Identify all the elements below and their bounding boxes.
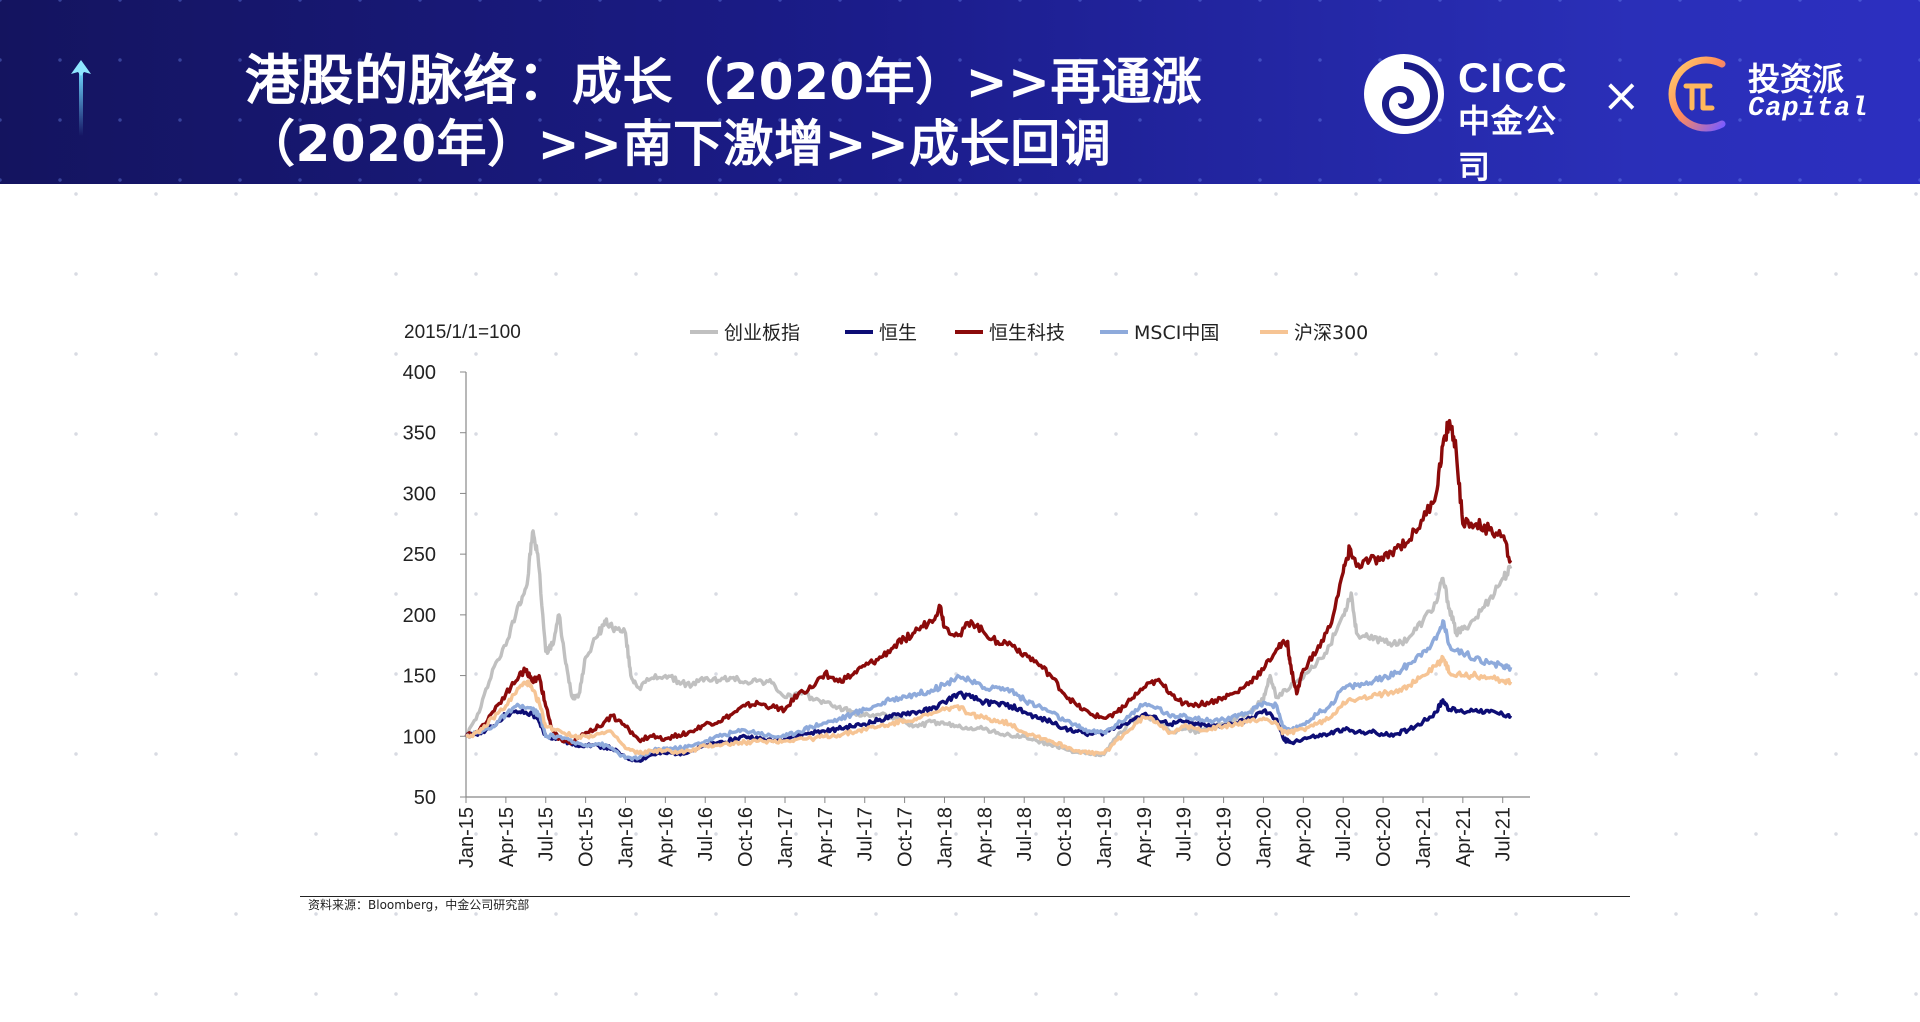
cicc-logo: CICC 中金公司	[1362, 52, 1586, 184]
title-line1: 成长（2020年）>>再通涨	[572, 53, 1202, 111]
x-tick-label: Apr-17	[815, 807, 837, 867]
tzp-name-en: Capital	[1748, 94, 1869, 124]
series-line-3	[465, 619, 1513, 762]
page-header: 港股的脉络：成长（2020年）>>再通涨 （2020年）>>南下激增>>成长回调…	[0, 0, 1920, 184]
y-tick-label: 150	[403, 666, 436, 688]
x-tick-label: Apr-21	[1453, 807, 1475, 867]
legend-label: 恒生科技	[989, 322, 1065, 344]
y-tick-label: 100	[403, 726, 436, 748]
x-tick-label: Oct-20	[1373, 807, 1395, 867]
series-line-0	[465, 529, 1513, 758]
x-tick-label: Apr-16	[655, 807, 677, 867]
cicc-name-en: CICC	[1458, 54, 1569, 101]
x-tick-label: Jan-18	[934, 807, 956, 868]
x-tick-label: Jan-17	[775, 807, 797, 868]
x-tick-label: Apr-18	[974, 807, 996, 867]
header-dot-pattern	[0, 0, 1920, 184]
y-tick-label: 250	[403, 544, 436, 566]
x-tick-label: Apr-15	[496, 807, 518, 867]
tzp-logo: 投资派 Capital	[1660, 50, 1867, 138]
x-tick-label: Apr-20	[1293, 807, 1315, 867]
x-tick-label: Jan-16	[615, 807, 637, 868]
x-tick-label: Oct-19	[1214, 807, 1236, 867]
source-divider	[300, 896, 1630, 897]
legend-label: MSCI中国	[1134, 322, 1219, 344]
chart-axes: 50 100 150 200 250 300 350 400 Jan-15 Apr-15 Jul-1…	[403, 322, 1530, 868]
x-tick-label: Jul-15	[536, 807, 558, 861]
base-label: 2015/1/1=100	[404, 322, 521, 343]
source-note: 资料来源：Bloomberg，中金公司研究部	[308, 898, 530, 912]
x-tick-label: Oct-17	[895, 807, 917, 867]
x-tick-label: Jan-20	[1253, 807, 1275, 868]
chart-legend: 创业板指 恒生 恒生科技 MSCI中国 沪深300	[690, 322, 1368, 344]
series-line-2	[464, 418, 1513, 746]
x-tick-label: Jul-19	[1174, 807, 1196, 861]
x-tick-label: Jul-21	[1493, 807, 1515, 861]
y-tick-label: 300	[403, 483, 436, 505]
x-tick-label: Oct-18	[1054, 807, 1076, 867]
page-title: 港股的脉络：成长（2020年）>>再通涨 （2020年）>>南下激增>>成长回调	[245, 50, 1205, 175]
x-tick-label: Jul-16	[695, 807, 717, 861]
cicc-name-cn: 中金公司	[1458, 102, 1558, 184]
tzp-name-cn: 投资派	[1748, 60, 1845, 98]
arrow-up-icon	[71, 60, 91, 136]
x-tick-label: Jul-18	[1014, 807, 1036, 861]
x-tick-label: Oct-16	[735, 807, 757, 867]
legend-label: 恒生	[879, 322, 917, 344]
x-tick-label: Apr-19	[1134, 807, 1156, 867]
y-tick-label: 350	[403, 423, 436, 445]
x-tick-label: Jan-21	[1413, 807, 1435, 868]
background-dot-pattern	[0, 184, 1920, 1022]
legend-label: 沪深300	[1294, 322, 1368, 344]
cicc-logo-icon	[1364, 54, 1444, 134]
y-tick-label: 200	[403, 605, 436, 627]
x-tick-label: Jul-20	[1333, 807, 1355, 861]
x-tick-label: Jul-17	[855, 807, 877, 861]
y-tick-label: 50	[414, 787, 436, 809]
title-prefix: 港股的脉络：	[245, 49, 572, 112]
x-tick-label: Oct-15	[576, 807, 598, 867]
tzp-logo-icon	[1668, 56, 1726, 132]
title-line2: （2020年）>>南下激增>>成长回调	[245, 115, 1112, 173]
times-icon: ×	[1602, 68, 1641, 122]
x-tick-label: Jan-15	[456, 807, 478, 868]
series-line-4	[465, 654, 1513, 757]
x-tick-label: Jan-19	[1094, 807, 1116, 868]
legend-label: 创业板指	[724, 322, 800, 344]
chart-series	[464, 418, 1513, 763]
line-chart: 50 100 150 200 250 300 350 400 Jan-15 Apr-15 Jul-1…	[403, 322, 1530, 868]
y-tick-label: 400	[403, 362, 436, 384]
